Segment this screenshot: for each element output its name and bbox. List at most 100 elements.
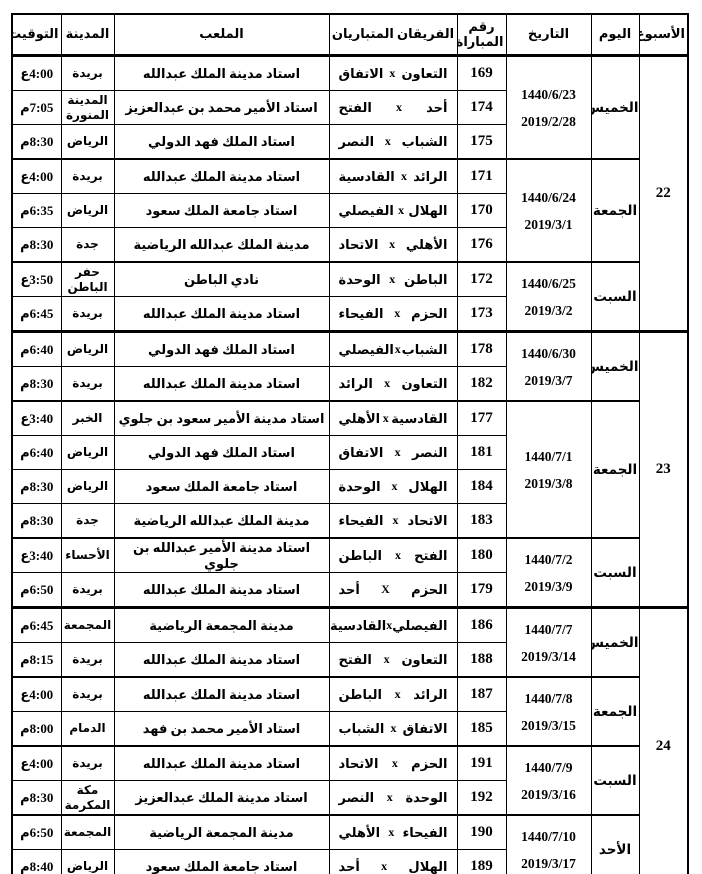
- teams-cell: القادسية x الأهلي: [328, 400, 458, 436]
- match-row: 24الخميس1440/7/72019/3/14186الفيصليxالقا…: [11, 606, 689, 874]
- match-number-cell: 185: [456, 711, 507, 747]
- time-cell: 8:00م: [11, 711, 62, 747]
- vs-separator: x: [382, 411, 389, 425]
- match-number-cell: 171: [456, 158, 507, 194]
- match-number-cell: 180: [456, 537, 507, 573]
- teams-cell: الاتحاد x الفيحاء: [328, 503, 458, 539]
- teams-cell: التعاون x الفتح: [328, 642, 458, 678]
- date-hijri: 1440/6/30: [521, 345, 576, 361]
- teams-cell: الفيحاء x الأهلي: [328, 814, 458, 850]
- stadium-cell: استاد جامعة الملك سعود: [113, 469, 330, 504]
- date-cell: 1440/6/30 2019/3/7: [505, 330, 592, 402]
- time-cell: 4:00ع: [11, 676, 62, 712]
- stadium-cell: استاد مدينة الملك عبدالله: [113, 642, 330, 678]
- team-away: أحد: [338, 581, 360, 597]
- team-home: الهلال: [408, 202, 448, 218]
- team-away: الباطن: [338, 547, 382, 563]
- team-home: الهلال: [408, 478, 448, 494]
- match-number-cell: 186: [456, 606, 507, 643]
- match-row: السبت 1440/7/9 2019/3/16 191 الحزم x الاتحاد اس…: [11, 745, 688, 816]
- teams-pairing: الفيصلي x القادسية: [330, 618, 456, 634]
- time-cell: 8:30م: [11, 780, 62, 816]
- vs-separator: x: [394, 306, 401, 320]
- team-away: الفتح: [338, 651, 372, 667]
- time-cell: 8:30م: [11, 503, 62, 539]
- date-cell: 1440/6/25 2019/3/2: [505, 261, 592, 332]
- match-number-cell: 190: [456, 814, 507, 850]
- vs-separator: x: [391, 756, 398, 770]
- match-number-cell: 174: [456, 90, 507, 125]
- team-home: الفيحاء: [402, 824, 448, 840]
- stadium-cell: استاد الملك فهد الدولي: [113, 330, 330, 367]
- team-home: الفتح: [414, 547, 448, 563]
- vs-separator: x: [394, 687, 401, 701]
- match-number-cell: 187: [456, 676, 507, 712]
- match-number-cell: 172: [456, 261, 507, 297]
- day-cell: السبت: [590, 261, 640, 332]
- team-home: الاتفاق: [402, 720, 448, 736]
- match-number-cell: 192: [456, 780, 507, 816]
- time-cell: 4:00ع: [11, 158, 62, 194]
- teams-pairing: الشباب x الفيصلي: [330, 342, 456, 358]
- date-hijri: 1440/7/2: [524, 551, 573, 567]
- city-cell: جدة: [60, 503, 115, 539]
- teams-pairing: الباطن x الوحدة: [330, 272, 456, 288]
- teams-cell: الفيصلي x القادسية: [328, 606, 458, 643]
- team-home: الهلال: [408, 858, 448, 874]
- match-row: الأحد 1440/7/10 2019/3/17 190 الفيحاء x الأهلي…: [11, 814, 688, 874]
- week-number-cell: 23: [638, 330, 689, 608]
- vs-separator: x: [396, 100, 403, 114]
- vs-separator: x: [384, 134, 391, 148]
- teams-cell: الهلال x الوحدة: [328, 469, 458, 504]
- date-cell: 1440/7/2 2019/3/9: [505, 537, 592, 608]
- time-cell: 4:00ع: [11, 54, 62, 91]
- match-row: 183 الاتحاد x الفيحاء مدينة الملك عبدالله ال…: [11, 503, 688, 539]
- time-cell: 6:50م: [11, 572, 62, 608]
- time-cell: 7:05م: [11, 90, 62, 125]
- stadium-cell: استاد مدينة الملك عبدالله: [113, 572, 330, 608]
- col-header-week: الأسبوع: [638, 13, 689, 57]
- stadium-cell: استاد جامعة الملك سعود: [113, 849, 330, 874]
- team-away: الأهلي: [338, 410, 381, 426]
- team-home: الرائد: [413, 686, 448, 702]
- city-cell: بريدة: [60, 745, 115, 781]
- stadium-cell: استاد الأمير محمد بن فهد: [113, 711, 330, 747]
- teams-pairing: الفيحاء x الأهلي: [330, 824, 456, 841]
- city-cell: جدة: [60, 227, 115, 263]
- time-cell: 4:00ع: [11, 745, 62, 781]
- teams-cell: الشباب x النصر: [328, 124, 458, 160]
- vs-separator: x: [394, 445, 401, 459]
- day-cell: الخميس: [590, 330, 640, 402]
- teams-cell: الهلال x أحد: [328, 849, 458, 874]
- team-away: الرائد: [338, 375, 373, 391]
- team-away: الباطن: [338, 686, 382, 702]
- match-row: 23الخميس1440/6/302019/3/7178الشبابxالفيص…: [11, 330, 689, 608]
- teams-cell: الهلال x الفيصلي: [328, 193, 458, 228]
- schedule-body: 22الخميس1440/6/232019/2/28169التعاونxالا…: [11, 54, 689, 874]
- match-number-cell: 175: [456, 124, 507, 160]
- stadium-cell: استاد مدينة الملك عبدالله: [113, 676, 330, 712]
- col-header-stadium: الملعب: [113, 13, 330, 57]
- team-home: الاتحاد: [407, 512, 448, 528]
- week-number-cell: 22: [638, 54, 689, 332]
- day-cell: الجمعة: [590, 158, 640, 263]
- teams-cell: الأهلي x الاتحاد: [328, 227, 458, 263]
- stadium-cell: استاد مدينة الأمير عبدالله بن جلوي: [113, 537, 330, 573]
- time-cell: 8:30م: [11, 227, 62, 263]
- teams-cell: الباطن x الوحدة: [328, 261, 458, 297]
- time-cell: 6:45م: [11, 296, 62, 332]
- date-hijri: 1440/7/9: [524, 759, 573, 775]
- col-header-city: المدينة: [60, 13, 115, 57]
- teams-pairing: الأهلي x الاتحاد: [330, 237, 456, 253]
- date-gregorian: 2019/3/14: [521, 648, 576, 664]
- team-home: الشباب: [401, 133, 448, 149]
- team-home: الحزم: [411, 755, 448, 771]
- city-cell: حفر الباطن: [60, 261, 115, 297]
- team-away: الفيصلي: [338, 202, 394, 218]
- date-gregorian: 2019/3/7: [524, 372, 573, 388]
- col-header-teams: الفريقان المتباريان: [328, 13, 458, 57]
- date-cell: 1440/7/7 2019/3/14: [505, 606, 592, 678]
- match-row: 181 النصر x الاتفاق استاد الملك فهد الدولي ال…: [11, 435, 688, 470]
- date-hijri: 1440/6/25: [521, 275, 576, 291]
